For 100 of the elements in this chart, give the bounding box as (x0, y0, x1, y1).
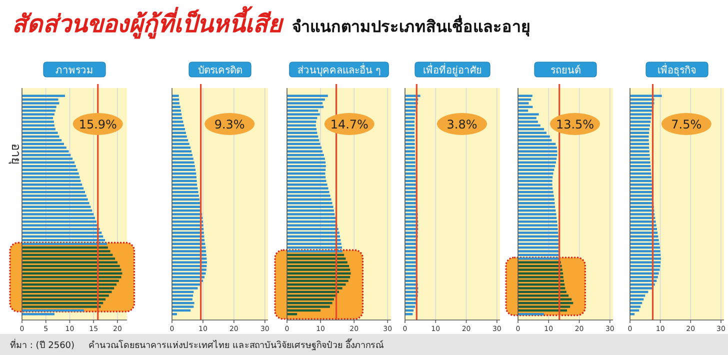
bar (172, 250, 206, 252)
bar (287, 268, 350, 271)
y-axis-title: อายุ (8, 144, 23, 164)
bar (405, 313, 413, 316)
bar (518, 120, 538, 123)
bar (518, 213, 556, 216)
bar (630, 298, 644, 300)
bar (518, 224, 558, 226)
bar (172, 213, 202, 216)
bar (518, 220, 558, 223)
bar (172, 242, 206, 245)
bar (630, 150, 650, 152)
bar (518, 128, 544, 130)
bar (22, 280, 119, 282)
bar (518, 242, 559, 245)
bar (22, 298, 106, 300)
ref-line-label: 15.9% (78, 118, 117, 132)
bar (405, 187, 416, 190)
bar (287, 224, 338, 226)
bar (287, 187, 328, 190)
bar (405, 113, 416, 116)
bar (22, 110, 56, 112)
bar (287, 294, 337, 297)
bar (630, 184, 652, 186)
bar (287, 194, 330, 197)
chart-title: ส่วนบุคคลและอื่น ๆ (297, 62, 381, 76)
bar (287, 165, 326, 168)
bar (630, 113, 652, 116)
text: จำแนกตามประเภทสินเชื่อและอายุ (292, 15, 530, 37)
bar (287, 158, 325, 160)
bar (630, 94, 662, 97)
ref-line-label: 7.5% (671, 118, 702, 132)
bar (287, 132, 318, 134)
bar (405, 110, 416, 112)
text: สัดส่วนของผู้กู้ที่เป็นหนี้เสีย (12, 6, 284, 39)
bar (287, 176, 326, 178)
bar (630, 280, 657, 282)
bar (22, 194, 86, 197)
bar (172, 176, 196, 178)
bar (287, 120, 316, 123)
bar (630, 206, 654, 208)
bar (172, 132, 186, 134)
bar (172, 146, 191, 149)
bar (172, 150, 192, 152)
bar (518, 194, 554, 197)
bar (22, 206, 91, 208)
ref-line-label: 14.7% (330, 118, 368, 132)
bar (630, 158, 650, 160)
bar (518, 261, 561, 264)
bar (287, 198, 332, 201)
bar (518, 146, 557, 149)
bar (22, 239, 106, 242)
bar (518, 298, 572, 300)
bar (630, 128, 650, 130)
bar (518, 139, 552, 142)
bar (287, 128, 317, 130)
bar (287, 139, 320, 142)
bar (172, 94, 179, 97)
bar (22, 102, 60, 104)
chart-title: รถยนต์ (550, 64, 580, 76)
bar (287, 280, 348, 282)
bar (172, 224, 204, 226)
bar (630, 176, 652, 178)
bar (287, 261, 348, 264)
bar (22, 184, 82, 186)
bar (405, 168, 416, 171)
bar (518, 132, 546, 134)
bar (630, 242, 660, 245)
bar (172, 158, 194, 160)
bar (22, 128, 56, 130)
bar (630, 268, 660, 271)
bar (22, 294, 109, 297)
bar (405, 139, 415, 142)
bar (518, 176, 553, 178)
bar (22, 146, 66, 149)
bar (287, 276, 350, 278)
bar (630, 294, 646, 297)
bar (22, 198, 88, 201)
bar (287, 202, 332, 204)
bar (630, 239, 659, 242)
bar (518, 239, 559, 242)
bar (172, 113, 182, 116)
bar (287, 239, 341, 242)
bar (287, 287, 342, 290)
bar (287, 150, 323, 152)
bar (518, 187, 553, 190)
bar (405, 120, 414, 123)
text: คำนวณโดยธนาคารแห่งประเทศไทย และสถาบันวิจัยเศรษฐกิจป๋วย อึ๊งภากรณ์ (88, 338, 384, 351)
chart-title: เพื่อที่อยู่อาศัย (423, 62, 482, 76)
bar (172, 294, 194, 297)
bar (518, 280, 564, 282)
bar (172, 102, 180, 104)
bar (630, 139, 649, 142)
bar (518, 206, 556, 208)
bar (518, 313, 544, 316)
ref-line-label: 13.5% (556, 118, 594, 132)
bar (22, 94, 65, 97)
bar (287, 146, 322, 149)
bar (630, 306, 641, 308)
bar (287, 232, 340, 234)
